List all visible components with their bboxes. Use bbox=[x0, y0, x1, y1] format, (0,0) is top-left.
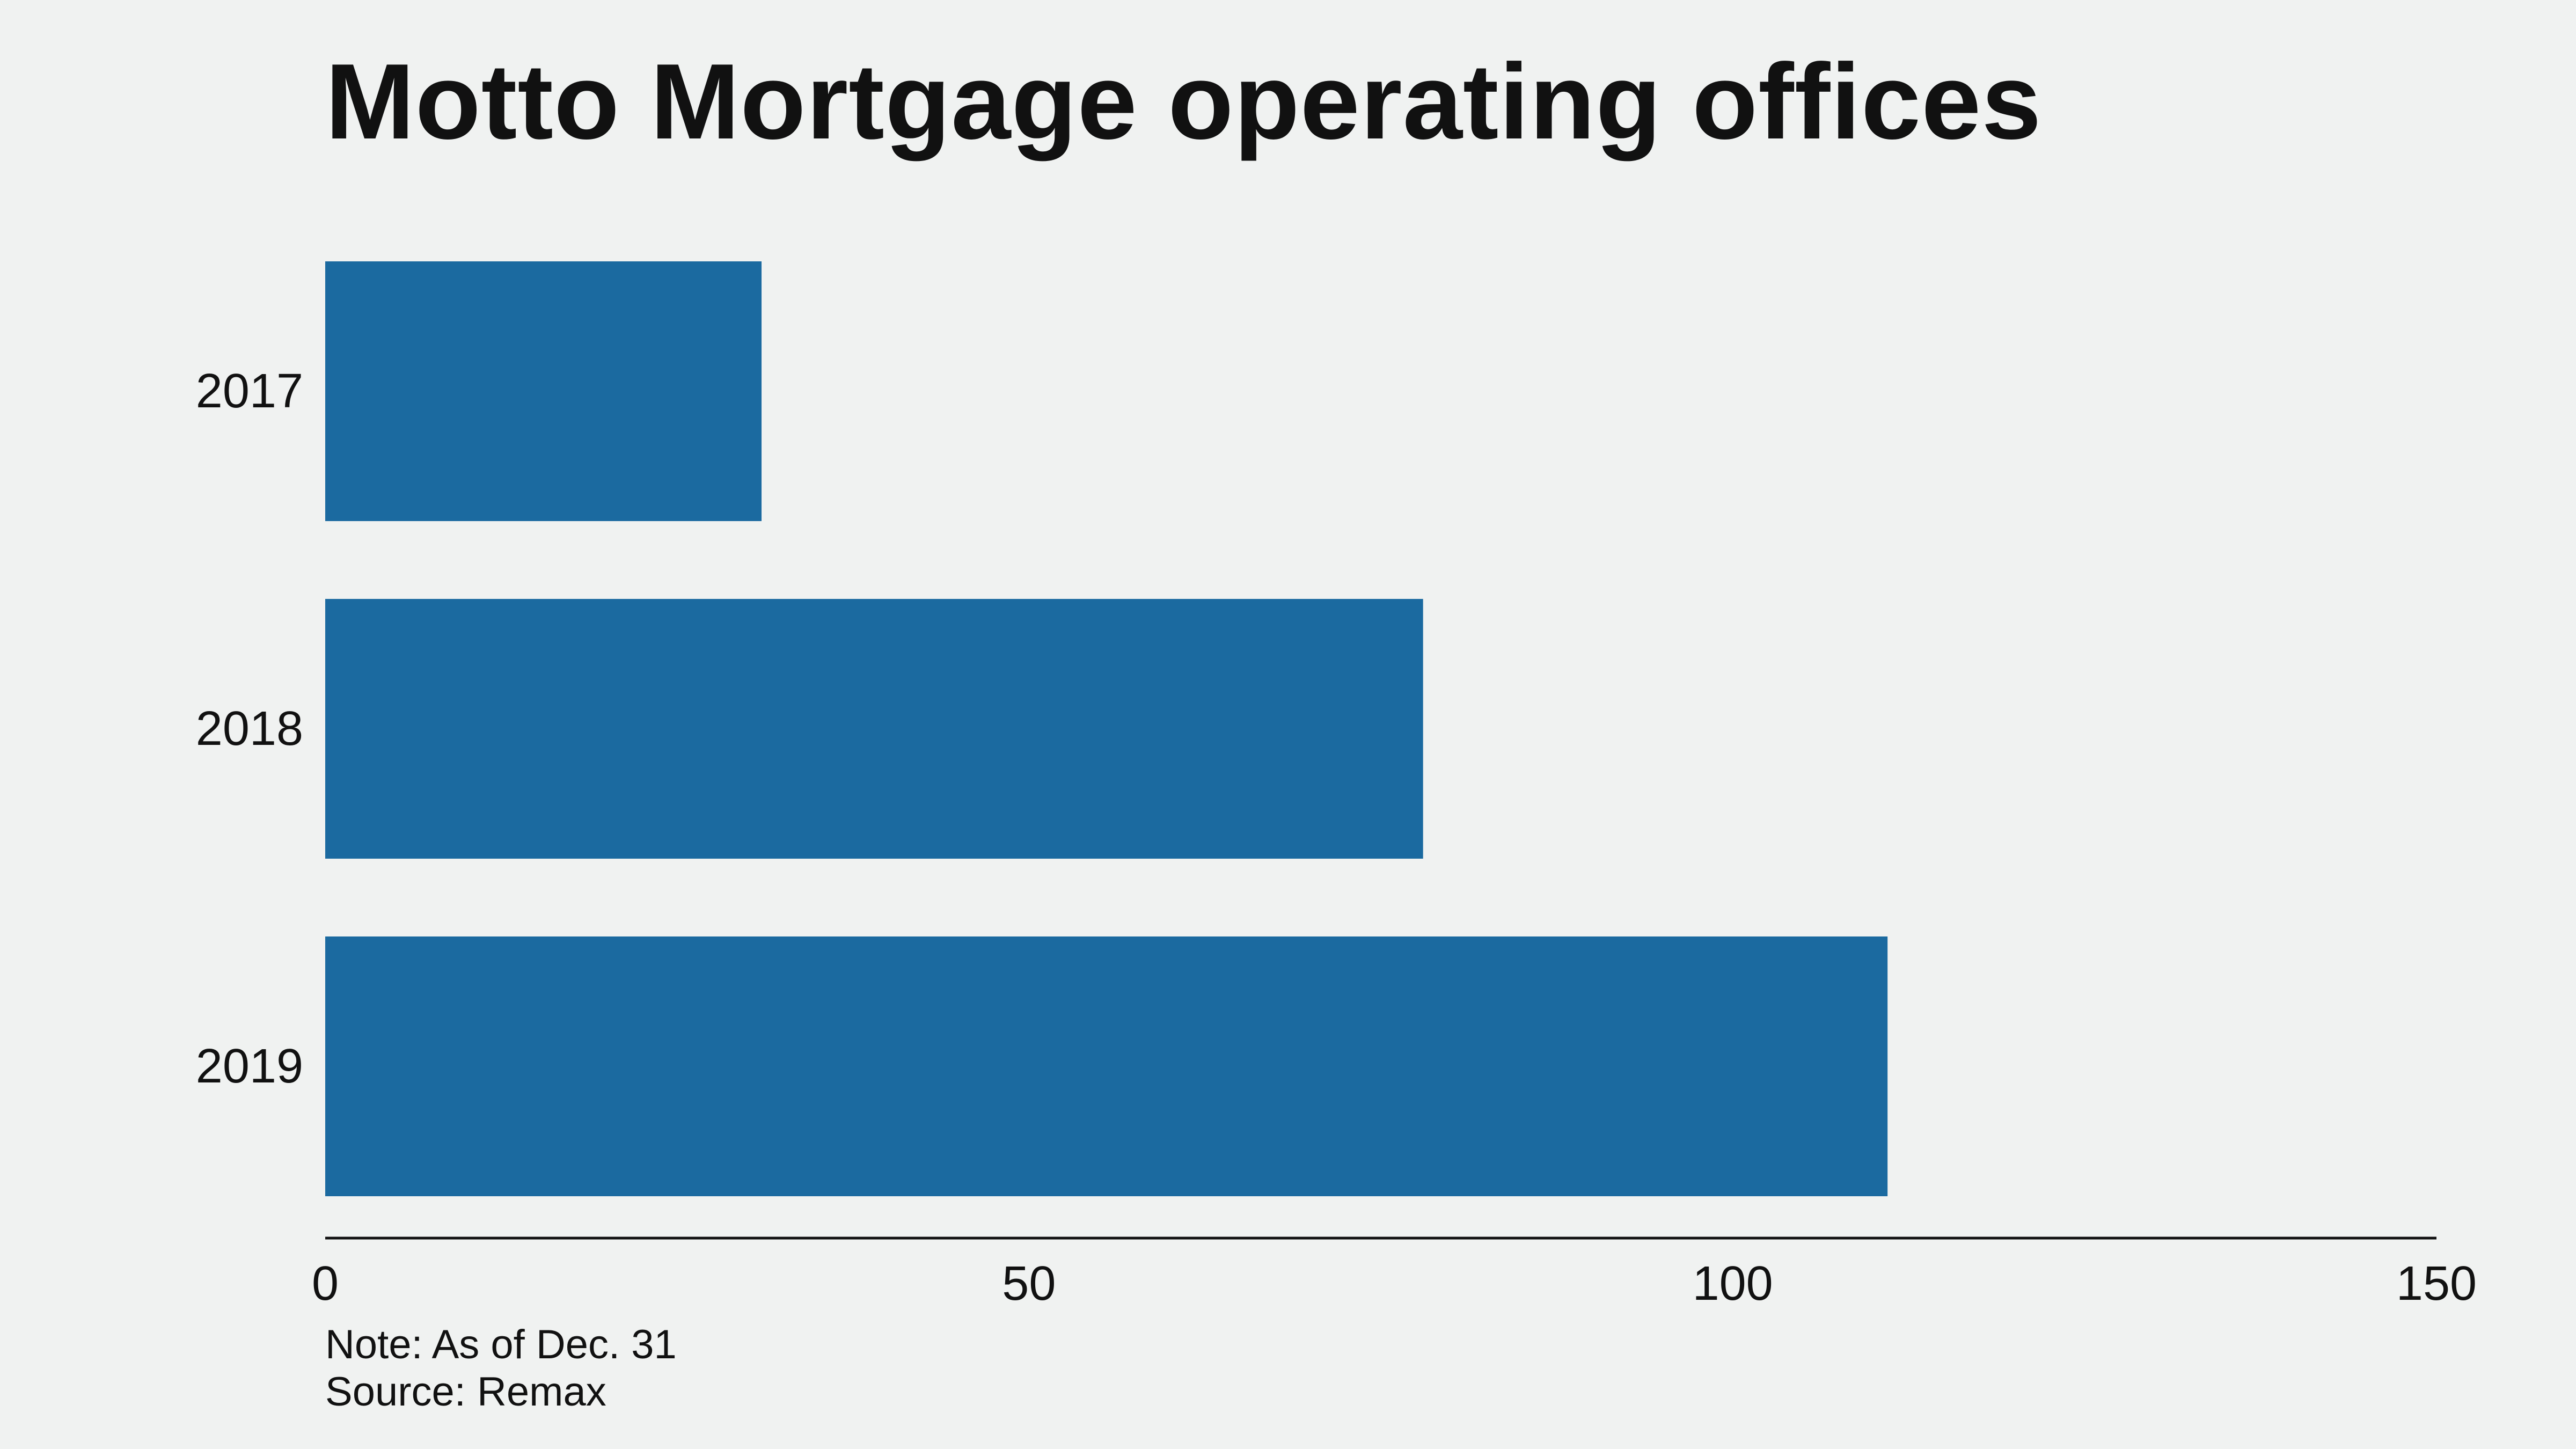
footnotes: Note: As of Dec. 31 Source: Remax bbox=[325, 1321, 677, 1416]
category-label-2017: 2017 bbox=[196, 364, 303, 418]
bar-2019 bbox=[325, 936, 1888, 1196]
x-tick-label-50: 50 bbox=[1002, 1257, 1056, 1311]
bars-group bbox=[325, 261, 1888, 1196]
note-text: Note: As of Dec. 31 bbox=[325, 1322, 677, 1367]
source-text: Source: Remax bbox=[325, 1369, 606, 1415]
category-labels-group: 2017 2018 2019 bbox=[196, 364, 303, 1093]
x-tick-labels-group: 0 50 100 150 bbox=[312, 1257, 2477, 1311]
x-tick-label-150: 150 bbox=[2396, 1257, 2477, 1311]
chart-title: Motto Mortgage operating offices bbox=[325, 42, 2042, 162]
bar-2018 bbox=[325, 599, 1423, 859]
x-tick-label-0: 0 bbox=[312, 1257, 339, 1311]
category-label-2018: 2018 bbox=[196, 702, 303, 756]
category-label-2019: 2019 bbox=[196, 1040, 303, 1093]
x-tick-label-100: 100 bbox=[1693, 1257, 1773, 1311]
bar-2017 bbox=[325, 261, 762, 521]
